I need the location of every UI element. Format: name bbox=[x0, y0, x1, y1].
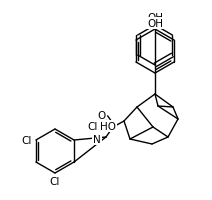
Text: HO: HO bbox=[100, 121, 116, 131]
Text: N: N bbox=[93, 134, 101, 144]
Text: O: O bbox=[97, 110, 105, 120]
Text: OH: OH bbox=[147, 19, 163, 29]
Text: Cl: Cl bbox=[88, 121, 98, 131]
Text: Cl: Cl bbox=[22, 135, 32, 145]
Text: Cl: Cl bbox=[50, 176, 60, 186]
Text: OH: OH bbox=[147, 13, 163, 23]
